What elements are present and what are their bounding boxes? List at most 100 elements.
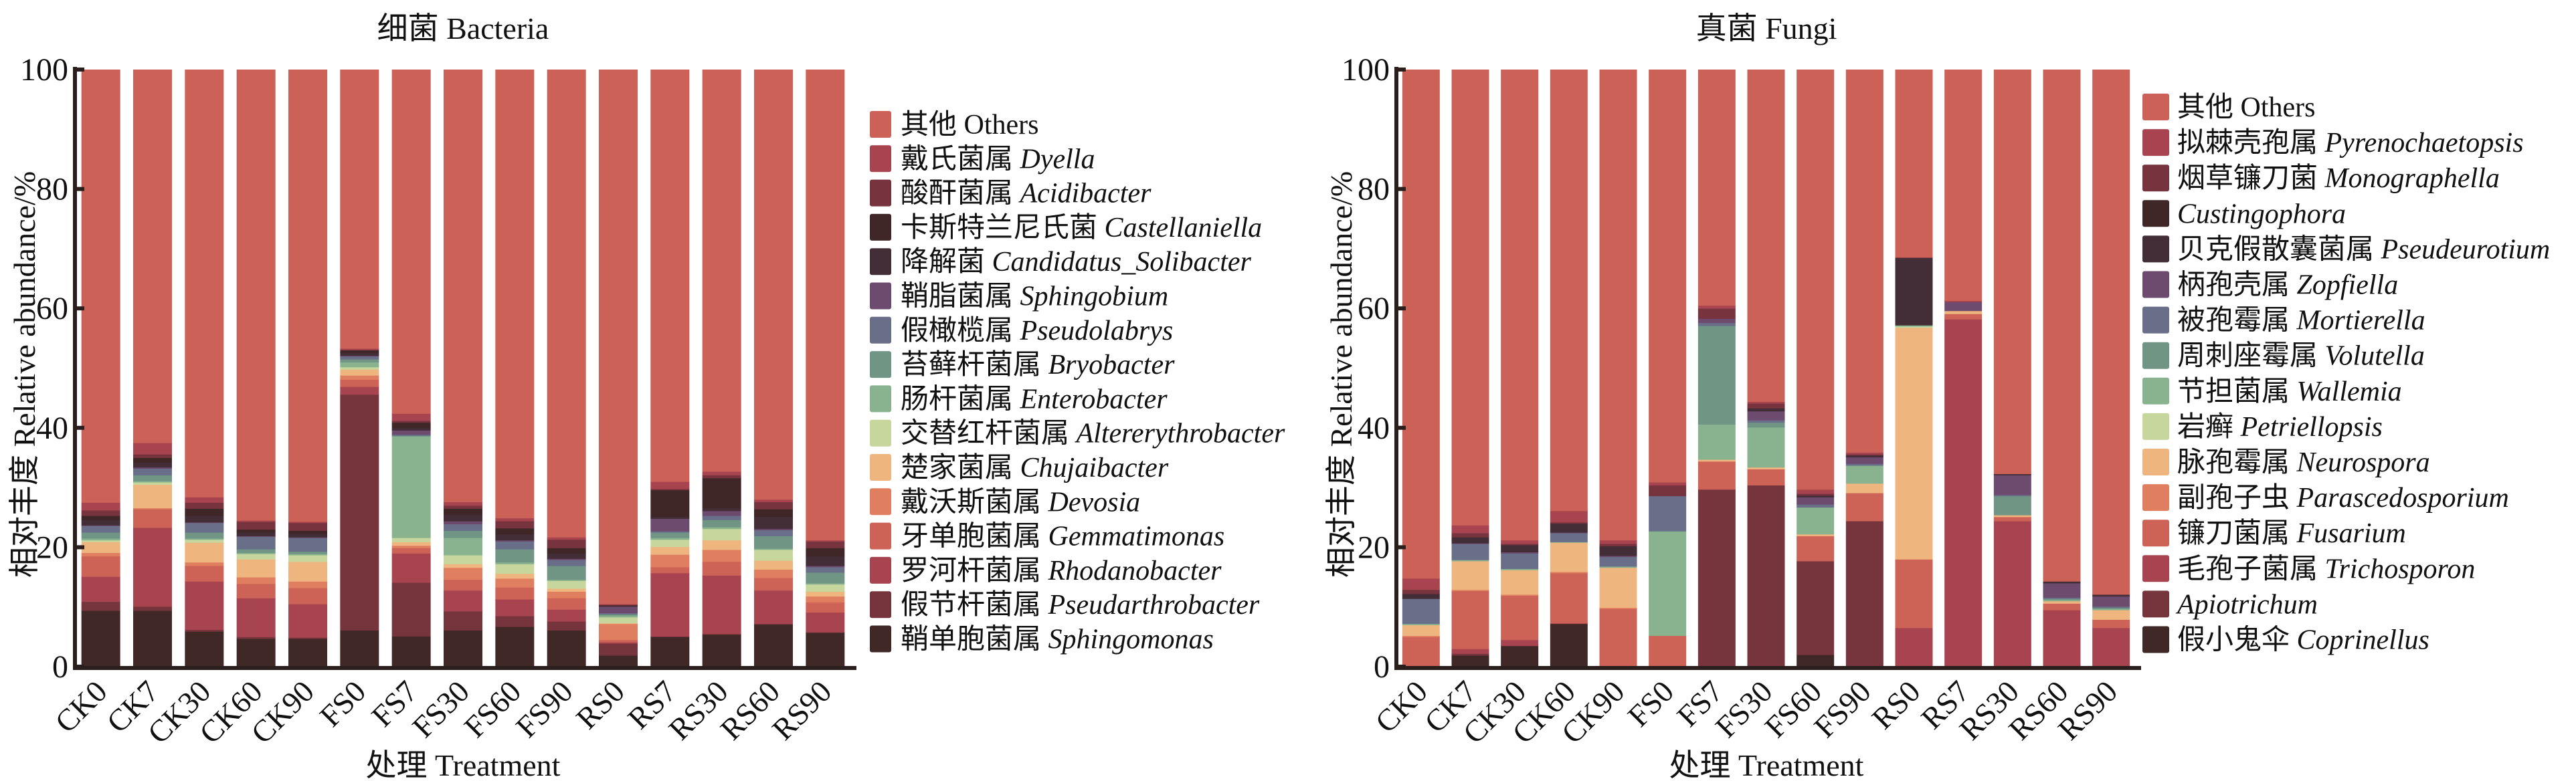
bar-segment-sphingomonas [444, 630, 482, 667]
bar-segment-acidibacter [236, 522, 276, 530]
legend-swatch [2142, 129, 2169, 156]
bar-segment-monographella [1697, 308, 1736, 319]
bar-segment-wallemia [1895, 325, 1933, 327]
bar-segment-devosia [81, 552, 120, 557]
bar-segment-acidibacter [495, 521, 535, 529]
bar-segment-others [754, 70, 793, 500]
bar-segment-rhodanobacter [495, 599, 535, 617]
bar-segment-petriellopsis [1895, 326, 1933, 328]
bar-segment-candidatus_solibacter [650, 516, 690, 520]
bar-segment-altererythrobacter [806, 584, 845, 592]
bar-segment-pseudarthrobacter [547, 621, 586, 631]
legend-label: 戴氏菌属 Dyella [901, 144, 1095, 175]
legend-item-volutella: 周刺座霉属 Volutella [2142, 340, 2425, 372]
bar-segment-wallemia [1649, 531, 1687, 637]
bar-segment-bryobacter [236, 549, 276, 553]
bar-segment-sphingobium [81, 525, 120, 526]
legend-item-chujaibacter: 楚家菌属 Chujaibacter [870, 452, 1169, 483]
bar-segment-pyrenochaetopsis [1747, 401, 1785, 404]
bar-segment-acidibacter [288, 522, 327, 531]
bar-segment-bryobacter [702, 520, 741, 528]
bar-segment-mortierella [2043, 597, 2081, 599]
legend-label: 脉孢霉属 Neurospora [2177, 447, 2430, 478]
bar-segment-pyrenochaetopsis [1402, 578, 1440, 590]
bar-segment-acidibacter [133, 454, 172, 458]
bar-segment-zopfiella [1550, 532, 1588, 534]
legend-label: Custingophora [2177, 199, 2346, 229]
legend-item-enterobacter: 肠杆菌属 Enterobacter [870, 384, 1168, 415]
bar-segment-pyrenochaetopsis [1697, 305, 1736, 309]
bar-segment-rhodanobacter [236, 598, 276, 637]
bar-segment-acidibacter [391, 421, 431, 423]
bar-segment-enterobacter [702, 527, 741, 530]
bar-segment-monographella [1501, 544, 1539, 546]
legend-label: 戴沃斯菌属 Devosia [901, 487, 1140, 518]
bar-segment-candidatus_solibacter [754, 516, 793, 530]
legend-item-others: 其他 Others [2142, 92, 2316, 123]
bar-segment-devosia [650, 554, 690, 568]
bar-segment-parascedosporium [1550, 572, 1588, 574]
bar-segment-dyella [185, 497, 224, 503]
legend-item-neurospora: 脉孢霉属 Neurospora [2142, 447, 2430, 478]
bar-segment-neurospora [1550, 542, 1588, 572]
bar-FS60 [1797, 70, 1835, 667]
bar-segment-fusarium [2043, 603, 2081, 610]
bar-segment-rhodanobacter [391, 553, 431, 583]
bar-segment-pseudeurotium [1747, 408, 1785, 412]
bar-segment-trichosporon [1993, 521, 2031, 667]
legend: 其他 Others 戴氏菌属 Dyella 酸酐菌属 Acidibacter 卡斯特兰… [870, 110, 1285, 655]
legend-label: 卡斯特兰尼氏菌 Castellaniella [901, 213, 1262, 243]
legend-item-petriellopsis: 岩癣 Petriellopsis [2142, 411, 2383, 443]
bar-segment-coprinellus [1550, 623, 1588, 667]
legend-item-coprinellus: 假小鬼伞 Coprinellus [2142, 625, 2429, 656]
bar-RS0 [599, 70, 638, 667]
bar-segment-parascedosporium [1402, 635, 1440, 637]
bar-CK90 [288, 70, 327, 667]
bar-segment-wallemia [2092, 608, 2130, 610]
bar-RS7 [1944, 70, 1983, 667]
legend-label: 拟棘壳孢属 Pyrenochaetopsis [2177, 128, 2524, 158]
bar-segment-neurospora [1402, 625, 1440, 637]
bar-segment-enterobacter [236, 552, 276, 554]
bar-segment-dyella [495, 518, 535, 522]
bar-segment-mortierella [1993, 494, 2031, 497]
legend-swatch [870, 556, 891, 584]
bar-segment-pseudarthrobacter [391, 582, 431, 637]
bar-segment-neurospora [1993, 515, 2031, 518]
bar-segment-others [288, 70, 327, 522]
legend-swatch [2142, 271, 2169, 298]
bar-segment-devosia [236, 577, 276, 584]
bar-segment-dyella [444, 501, 482, 506]
bar-segment-sphingobium [547, 558, 586, 560]
bar-segment-pseudarthrobacter [650, 636, 690, 637]
bacteria-chart: 细菌 Bacteria 相对丰度 Relative abundance/% 处理… [7, 11, 1285, 781]
bar-segment-pyrenochaetopsis [1944, 300, 1983, 302]
y-tick-label: 100 [20, 52, 68, 88]
bar-segment-wallemia [1747, 427, 1785, 468]
legend-label: 苔藓杆菌属 Bryobacter [901, 350, 1175, 380]
legend-swatch [870, 625, 891, 653]
bar-segment-zopfiella [1451, 543, 1489, 544]
legend-item-custingophora: Custingophora [2142, 199, 2346, 229]
bar-segment-rhodanobacter [288, 604, 327, 638]
bar-segment-pyrenochaetopsis [1599, 540, 1637, 544]
x-tick-label: FS90 [509, 674, 579, 744]
bar-segment-bryobacter [391, 435, 431, 437]
bar-segment-wallemia [1402, 623, 1440, 625]
bar-segment-neurospora [2043, 600, 2081, 604]
bar-segment-monographella [1797, 493, 1835, 496]
bar-segment-apiotrichum [1845, 521, 1883, 667]
bar-segment-chujaibacter [133, 484, 172, 508]
bar-RS90 [806, 70, 845, 667]
bar-segment-chujaibacter [81, 542, 120, 553]
bar-segment-altererythrobacter [650, 539, 690, 548]
bar-segment-trichosporon [2043, 610, 2081, 667]
bar-segment-bryobacter [650, 532, 690, 538]
bar-segment-sphingomonas [81, 610, 120, 667]
bar-segment-sphingobium [185, 522, 224, 524]
bar-segment-mortierella [2092, 606, 2130, 608]
legend-swatch [2142, 164, 2169, 192]
x-tick-label: FS0 [1621, 674, 1681, 734]
legend-label: 鞘脂菌属 Sphingobium [901, 282, 1168, 312]
bar-segment-gemmatimonas [702, 561, 741, 576]
